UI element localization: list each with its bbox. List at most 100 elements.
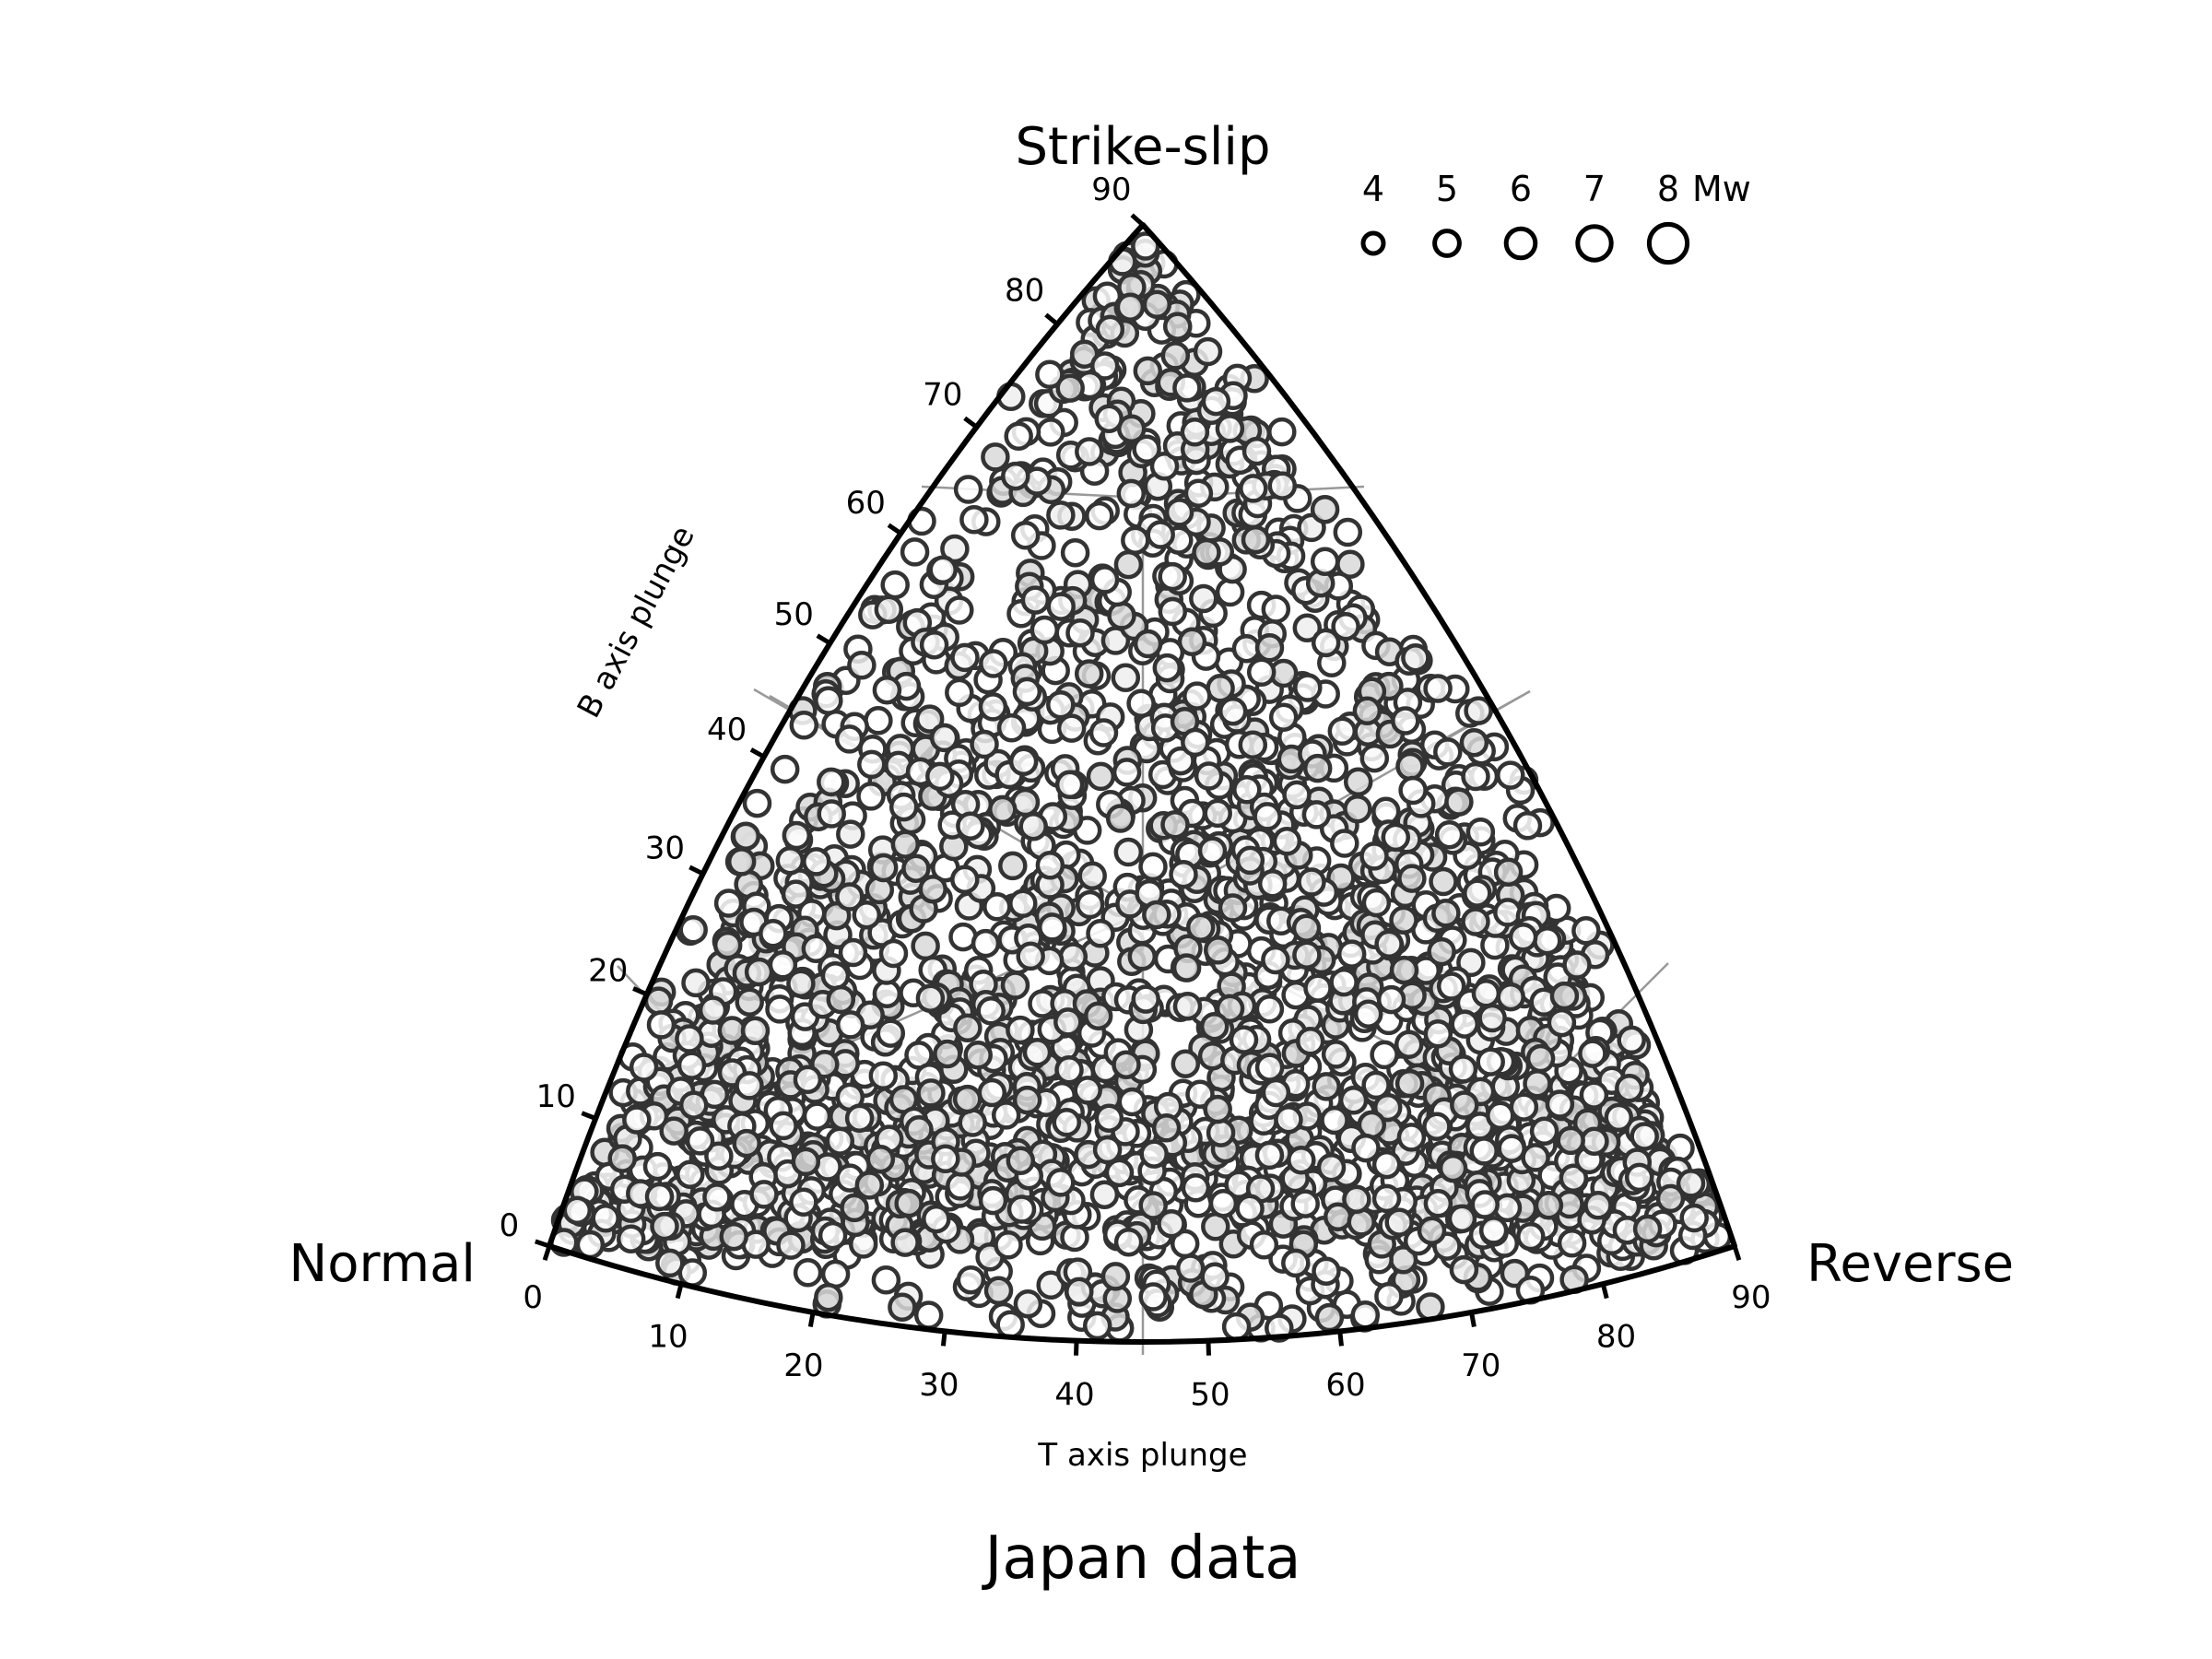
data-point: [1329, 967, 1359, 997]
data-point: [1676, 1169, 1706, 1198]
data-point: [1447, 1204, 1477, 1234]
data-point: [856, 782, 886, 811]
data-point: [1254, 994, 1285, 1024]
data-point: [1094, 404, 1124, 434]
data-point: [713, 888, 744, 918]
data-point: [1086, 919, 1115, 948]
data-point: [1254, 1053, 1285, 1082]
data-point: [562, 1195, 593, 1226]
data-point: [1516, 1221, 1546, 1252]
b-axis-tick: [963, 416, 979, 429]
data-point: [1534, 1191, 1564, 1220]
data-point: [793, 1065, 823, 1095]
data-point: [1115, 292, 1146, 322]
data-point: [1138, 852, 1168, 882]
data-point: [1094, 1103, 1124, 1133]
data-point: [1146, 520, 1175, 549]
data-point: [1496, 982, 1525, 1012]
b-axis-tick: [887, 523, 902, 535]
data-point: [1218, 696, 1248, 726]
t-axis-tick-label: 30: [919, 1367, 959, 1404]
data-point: [1310, 494, 1340, 524]
data-point: [1100, 1262, 1131, 1291]
data-point: [911, 931, 940, 961]
data-point: [820, 1259, 851, 1289]
data-point: [781, 879, 811, 909]
t-axis-tick-label: 0: [523, 1279, 543, 1316]
t-axis-tick-label: 10: [648, 1318, 688, 1355]
data-point: [1476, 1047, 1505, 1077]
data-point: [1529, 1116, 1559, 1147]
data-point: [1107, 601, 1136, 630]
data-point: [1274, 1104, 1303, 1135]
data-point: [1201, 386, 1231, 417]
data-point: [1160, 341, 1191, 371]
data-point: [1053, 1007, 1083, 1037]
t-axis-tick-label: 80: [1596, 1318, 1636, 1355]
data-point: [1253, 802, 1282, 831]
data-point: [685, 1126, 715, 1156]
data-point: [1052, 1108, 1082, 1137]
data-point: [1004, 421, 1033, 452]
data-point: [814, 1282, 843, 1312]
data-point: [793, 1258, 823, 1288]
data-point: [698, 995, 728, 1025]
data-point: [888, 792, 919, 822]
data-point: [1450, 1090, 1479, 1120]
data-point: [919, 629, 949, 660]
data-point: [1181, 727, 1210, 758]
data-point: [1105, 804, 1135, 833]
data-point: [1331, 611, 1360, 641]
data-point: [835, 882, 865, 912]
data-point: [1206, 674, 1235, 703]
data-point: [1073, 1076, 1102, 1105]
t-axis-tick-label: 70: [1461, 1347, 1500, 1384]
data-point: [1431, 899, 1461, 928]
data-point: [1054, 1055, 1084, 1085]
data-point: [988, 794, 1018, 825]
data-point: [712, 930, 743, 960]
data-point: [1604, 1102, 1634, 1133]
data-point: [1398, 775, 1428, 806]
data-point: [1336, 939, 1367, 969]
legend-label-mw-4: 4: [1362, 169, 1384, 209]
data-point: [1533, 925, 1562, 956]
data-point: [1523, 1069, 1552, 1099]
data-point: [1046, 689, 1076, 720]
data-point: [1006, 1146, 1036, 1176]
data-point: [1438, 1153, 1468, 1183]
data-point: [1469, 1136, 1499, 1166]
data-point: [1389, 905, 1418, 935]
data-point: [1232, 775, 1262, 805]
b-axis-tick-label: 50: [774, 596, 814, 633]
data-point: [1359, 743, 1390, 773]
data-point: [735, 987, 764, 1017]
data-point: [1117, 1087, 1147, 1117]
data-point: [1138, 1191, 1168, 1220]
data-point: [1113, 1227, 1144, 1257]
data-point: [1089, 1180, 1120, 1209]
data-point: [1164, 498, 1194, 527]
data-point: [915, 983, 946, 1013]
data-point: [1261, 1077, 1291, 1108]
data-point: [1000, 971, 1030, 1000]
data-point: [844, 1103, 875, 1133]
triangle-frame: [547, 222, 1737, 1345]
data-point: [888, 1292, 917, 1323]
data-point: [971, 928, 1001, 959]
data-point: [1082, 1311, 1112, 1341]
data-point: [1579, 1080, 1609, 1110]
b-axis-tick-label: 30: [645, 830, 685, 867]
data-point: [1343, 794, 1372, 824]
data-point: [1111, 663, 1141, 693]
data-point: [1221, 1312, 1252, 1342]
data-point: [1074, 659, 1104, 688]
data-point: [1175, 1253, 1206, 1283]
data-point: [1162, 312, 1193, 341]
data-point: [900, 537, 930, 567]
data-point: [616, 1224, 646, 1253]
data-point: [1547, 1007, 1577, 1038]
data-point: [952, 1084, 982, 1114]
b-axis-tick-label: 70: [923, 377, 962, 414]
data-point: [1291, 913, 1322, 943]
